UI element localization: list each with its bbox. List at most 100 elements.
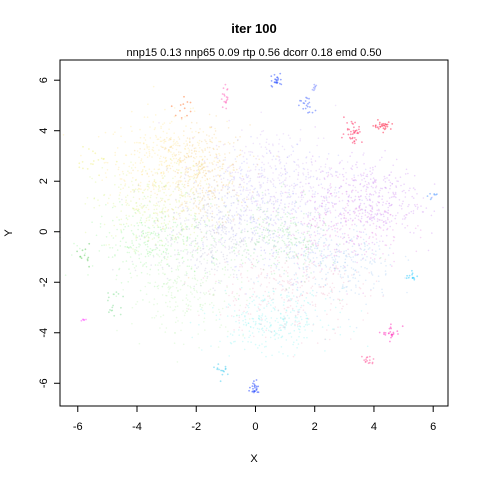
data-point — [170, 105, 173, 108]
data-point — [305, 314, 308, 317]
data-point — [158, 186, 161, 189]
data-point — [185, 191, 188, 194]
data-point — [324, 209, 327, 212]
data-point — [219, 380, 222, 383]
data-point — [247, 175, 250, 177]
data-point — [406, 224, 409, 227]
data-point — [320, 292, 323, 294]
data-point — [286, 226, 289, 228]
data-point — [178, 183, 180, 186]
data-point — [161, 197, 164, 200]
data-point — [190, 225, 193, 228]
data-point — [173, 217, 176, 220]
data-point — [352, 274, 355, 276]
data-point — [387, 191, 390, 194]
data-point — [314, 309, 317, 312]
data-point — [189, 175, 192, 178]
data-point — [220, 237, 223, 240]
data-point — [120, 223, 123, 226]
data-point — [371, 206, 374, 209]
data-point — [258, 328, 261, 331]
data-point — [387, 206, 390, 209]
data-point — [389, 225, 392, 228]
data-point — [232, 268, 234, 271]
data-point — [251, 390, 254, 393]
data-point — [257, 173, 260, 175]
data-point — [363, 172, 365, 174]
data-point — [431, 232, 433, 234]
data-point — [143, 263, 146, 265]
data-point — [134, 162, 137, 164]
data-point — [298, 325, 301, 327]
data-point — [220, 181, 223, 184]
data-point — [269, 297, 271, 299]
data-point — [252, 142, 255, 145]
data-point — [281, 216, 284, 218]
data-point — [186, 192, 189, 194]
data-point — [202, 304, 204, 307]
data-point — [379, 212, 382, 215]
data-point — [332, 273, 335, 275]
data-point — [329, 235, 331, 238]
data-point — [218, 211, 220, 214]
data-point — [258, 237, 261, 240]
data-point — [76, 244, 78, 247]
data-point — [80, 319, 83, 322]
data-point — [186, 153, 189, 155]
data-point — [362, 283, 365, 285]
y-tick-label: 0 — [38, 229, 50, 235]
data-point — [339, 302, 342, 305]
data-point — [152, 254, 155, 257]
data-point — [194, 200, 197, 202]
data-point — [282, 229, 285, 231]
data-point — [343, 116, 345, 119]
data-point — [199, 260, 201, 263]
data-point — [196, 291, 198, 294]
data-point — [180, 329, 182, 332]
data-point — [201, 208, 204, 210]
data-point — [98, 250, 101, 252]
data-point — [242, 323, 245, 326]
data-point — [279, 82, 281, 85]
data-point — [308, 240, 310, 243]
data-point — [206, 209, 209, 211]
data-point — [293, 161, 296, 163]
data-point — [318, 233, 321, 235]
data-point — [285, 259, 288, 262]
data-point — [179, 157, 181, 159]
data-point — [173, 212, 175, 214]
data-point — [286, 196, 288, 199]
data-point — [268, 277, 271, 279]
data-point — [224, 205, 227, 208]
data-point — [264, 242, 267, 244]
data-point — [332, 264, 334, 266]
data-point — [229, 274, 232, 276]
data-point — [211, 162, 213, 164]
data-point — [412, 212, 415, 215]
data-point — [158, 185, 160, 187]
data-point — [340, 251, 342, 253]
data-point — [250, 135, 252, 138]
data-point — [267, 295, 269, 298]
data-point — [347, 280, 350, 283]
y-tick-label: -2 — [38, 277, 50, 287]
data-point — [111, 206, 114, 209]
data-point — [209, 126, 211, 128]
data-point — [359, 209, 361, 211]
data-point — [327, 228, 330, 231]
data-point — [349, 217, 352, 220]
data-point — [336, 250, 339, 253]
data-point — [329, 250, 332, 253]
data-point — [381, 219, 383, 222]
data-point — [334, 209, 337, 212]
data-point — [404, 227, 406, 229]
data-point — [170, 239, 172, 241]
cluster-17 — [248, 379, 260, 394]
data-point — [289, 305, 292, 307]
data-point — [241, 240, 243, 243]
data-point — [140, 221, 143, 224]
data-point — [187, 171, 190, 173]
data-point — [359, 131, 361, 133]
data-point — [274, 201, 277, 203]
data-point — [314, 252, 317, 254]
